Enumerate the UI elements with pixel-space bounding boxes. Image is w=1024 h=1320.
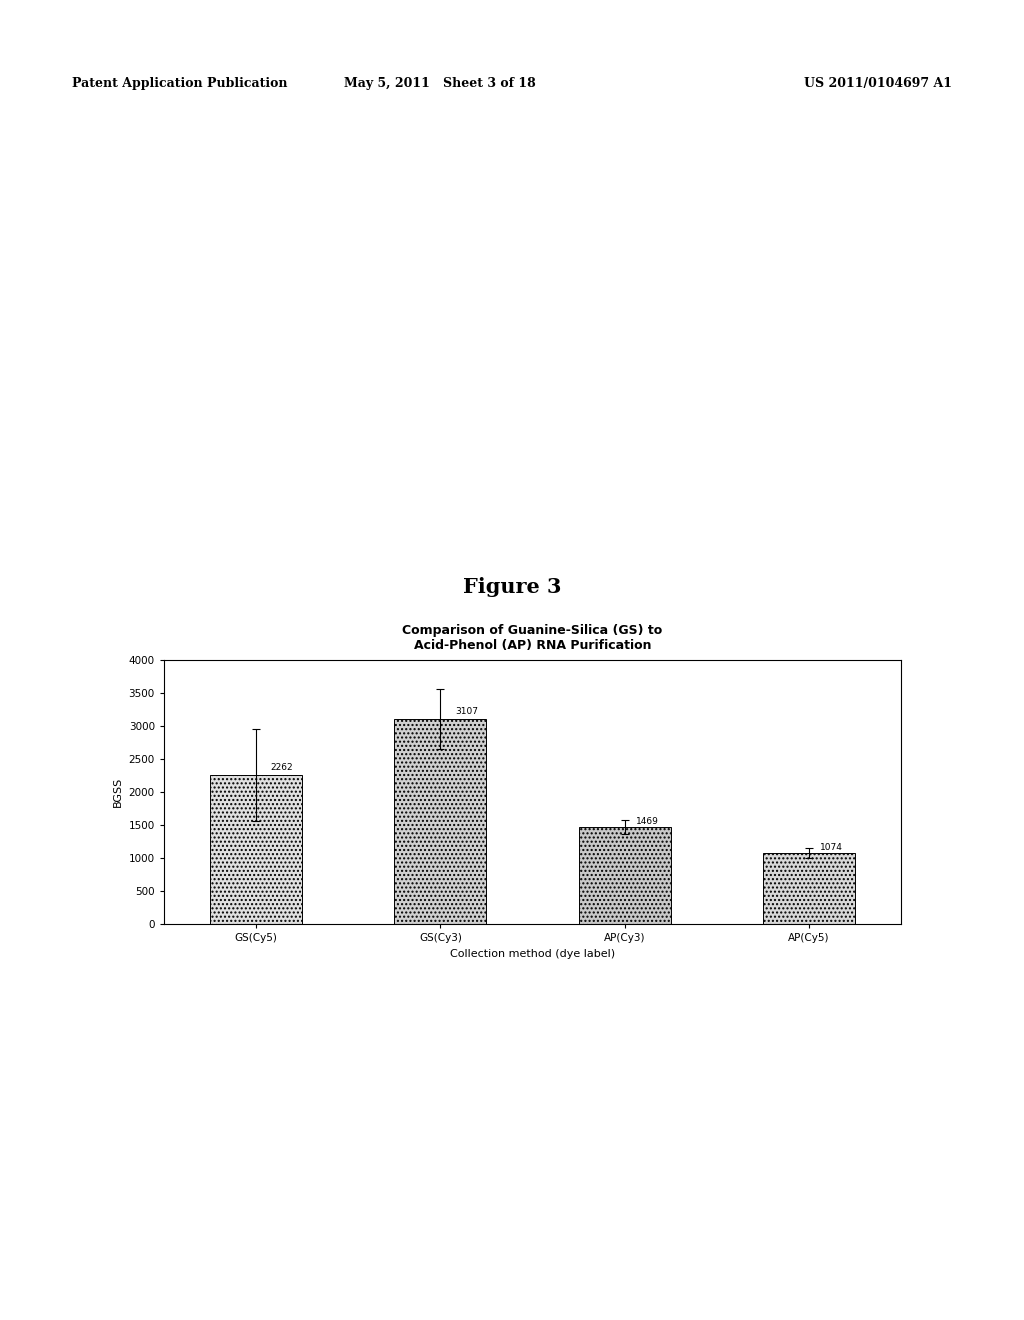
X-axis label: Collection method (dye label): Collection method (dye label) bbox=[450, 949, 615, 958]
Bar bbox=[394, 719, 486, 924]
Text: 3107: 3107 bbox=[455, 708, 478, 717]
Text: 1469: 1469 bbox=[636, 817, 658, 826]
Y-axis label: BGSS: BGSS bbox=[113, 777, 123, 807]
Text: Figure 3: Figure 3 bbox=[463, 577, 561, 598]
Text: May 5, 2011   Sheet 3 of 18: May 5, 2011 Sheet 3 of 18 bbox=[344, 77, 537, 90]
Text: US 2011/0104697 A1: US 2011/0104697 A1 bbox=[804, 77, 952, 90]
Title: Comparison of Guanine-Silica (GS) to
Acid-Phenol (AP) RNA Purification: Comparison of Guanine-Silica (GS) to Aci… bbox=[402, 624, 663, 652]
Bar bbox=[763, 853, 855, 924]
Text: 1074: 1074 bbox=[820, 842, 843, 851]
Bar bbox=[579, 828, 671, 924]
Text: Patent Application Publication: Patent Application Publication bbox=[72, 77, 287, 90]
Bar bbox=[210, 775, 302, 924]
Text: 2262: 2262 bbox=[270, 763, 293, 772]
